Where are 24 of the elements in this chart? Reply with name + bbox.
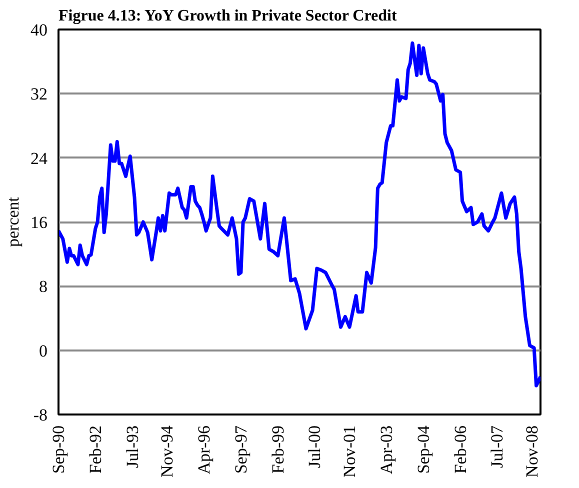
x-tick-label: Feb-99 <box>268 425 288 474</box>
y-tick-label: 32 <box>30 84 48 104</box>
x-tick-label: Sep-90 <box>49 425 68 474</box>
x-tick-label: Jul-93 <box>122 426 142 468</box>
x-tick-label: Apr-96 <box>194 425 214 474</box>
x-tick-label: Sep-97 <box>231 425 250 474</box>
y-tick-label: 40 <box>30 20 48 40</box>
y-tick-label: -8 <box>33 406 48 424</box>
y-tick-label: 24 <box>30 148 48 168</box>
line-series <box>58 41 540 388</box>
x-tick-label: Sep-04 <box>414 425 433 474</box>
x-tick-label: Apr-03 <box>376 425 396 474</box>
x-tick-label: Nov-08 <box>522 425 542 478</box>
x-tick-label: Jul-00 <box>305 426 324 468</box>
y-tick-label: 16 <box>30 213 48 232</box>
y-axis-title: percent <box>4 196 22 248</box>
y-tick-label: 0 <box>39 341 48 360</box>
x-tick-label: Feb-92 <box>86 425 105 474</box>
y-tick-label: 8 <box>39 277 48 296</box>
x-tick-label: Nov-01 <box>340 425 360 478</box>
x-tick-label: Nov-94 <box>158 425 177 478</box>
chart-title: Figrue 4.13: YoY Growth in Private Sector Credit <box>58 8 398 24</box>
x-tick-label: Feb-06 <box>450 425 470 474</box>
x-tick-label: Jul-07 <box>488 425 507 468</box>
